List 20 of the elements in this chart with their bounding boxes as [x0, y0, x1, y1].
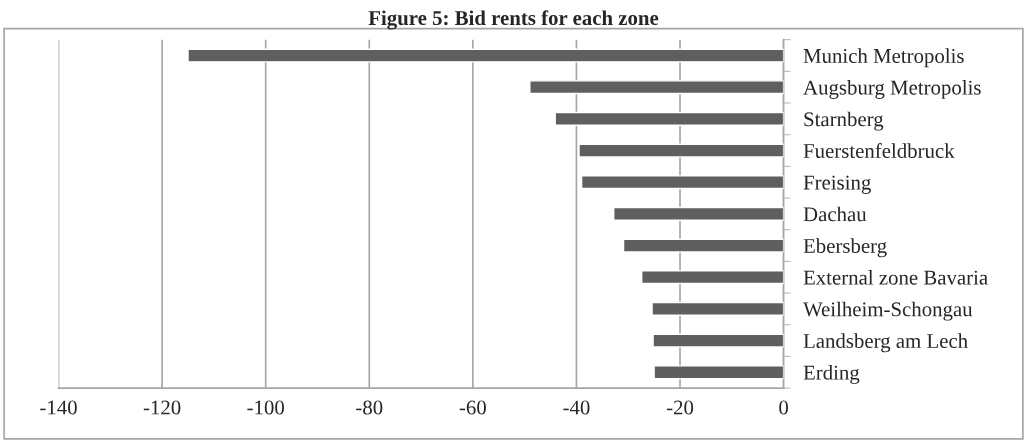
y-tick-label: Freising — [803, 175, 871, 194]
y-tick-label: Munich Metropolis — [803, 48, 964, 68]
y-tick-label: Fuerstenfeldbruck — [803, 143, 955, 158]
x-tick-label: -80 — [356, 400, 383, 415]
x-tick-label: -40 — [563, 400, 590, 415]
x-tick-label: -60 — [459, 400, 486, 415]
x-tick-label: -20 — [666, 400, 694, 415]
y-tick-label: Landsberg am Lech — [803, 333, 968, 353]
x-tick-label: -140 — [40, 400, 77, 415]
y-tick-label: Dachau — [803, 206, 867, 222]
y-tick-label: Augsburg Metropolis — [803, 79, 981, 99]
x-tick-label: -120 — [143, 400, 181, 415]
y-tick-label: Weilheim-Schongau — [803, 301, 973, 321]
y-tick-label: Starnberg — [804, 111, 884, 131]
y-tick-label: External zone Bavaria — [803, 270, 988, 285]
x-tick-label: -100 — [247, 400, 284, 415]
y-tick-label: Erding — [803, 365, 860, 384]
chart-title: Figure 5: Bid rents for each zone — [368, 10, 659, 30]
y-tick-label: Ebersberg — [803, 238, 887, 258]
x-tick-label: 0 — [779, 400, 789, 415]
